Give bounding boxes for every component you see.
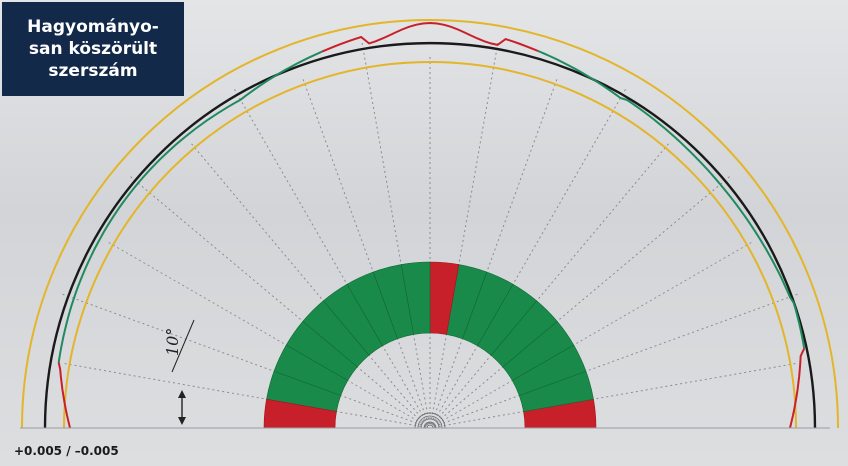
tolerance-inner-arc	[63, 61, 797, 429]
grid-line-130	[190, 142, 428, 426]
angle-arrow-head-2	[178, 417, 186, 425]
measured-profile-4	[57, 362, 71, 429]
measured-profile-0	[789, 348, 806, 429]
center-ring	[420, 418, 440, 429]
center-ring	[426, 424, 434, 429]
center-ring	[414, 412, 446, 429]
title-line-1: Hagyományo-	[27, 17, 159, 37]
measured-profile-2	[321, 21, 539, 53]
angle-label: 10°	[163, 327, 182, 356]
title-box: Hagyományo- san köszörült szerszám	[2, 2, 184, 96]
grid-line-10	[433, 362, 797, 428]
title-line-2: san köszörült	[28, 39, 158, 59]
center-ring	[417, 415, 443, 429]
tolerance-label: +0.005 / –0.005	[14, 444, 119, 458]
nominal-profile	[43, 41, 817, 429]
angle-leader-line	[171, 319, 195, 373]
grid-line-50	[432, 142, 670, 426]
tolerance-outer-arc	[21, 19, 839, 429]
measured-profile-3	[57, 50, 323, 363]
grid-line-80	[430, 41, 499, 425]
grid-line-110	[302, 78, 430, 425]
grid-line-70	[430, 78, 558, 425]
grid-line-30	[433, 241, 753, 427]
measured-profile-1	[537, 50, 806, 349]
grid-line-150	[107, 241, 427, 427]
grid-line-170	[63, 362, 427, 428]
center-ring	[423, 421, 437, 429]
grid-line-100	[361, 41, 430, 425]
angle-arrow-head	[178, 390, 186, 398]
title-line-3: szerszám	[48, 61, 138, 81]
